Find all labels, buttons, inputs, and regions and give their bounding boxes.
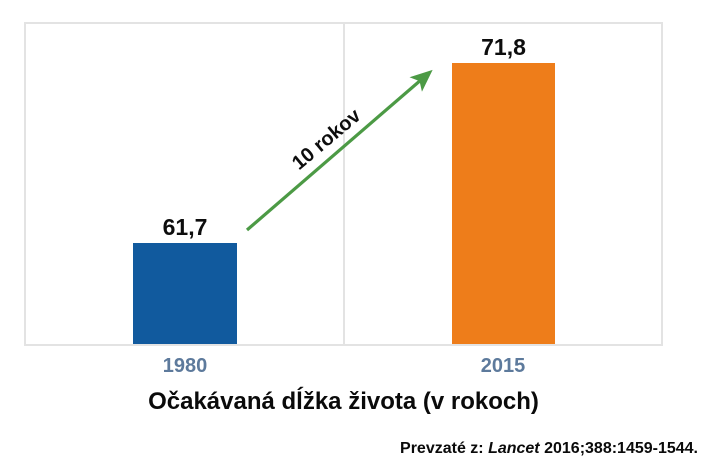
source-prefix: Prevzaté z:: [400, 440, 484, 457]
bar-group-1980: 61,7: [133, 214, 237, 344]
bar-value-label-2015: 71,8: [481, 34, 526, 60]
source-reference: 2016;388:1459-1544.: [544, 440, 698, 457]
x-axis-label-2015: 2015: [480, 355, 526, 377]
chart-title: Očakávaná dĺžka života (v rokoch): [148, 388, 539, 415]
source-citation: Prevzaté z: Lancet 2016;388:1459-1544.: [400, 440, 698, 458]
x-axis-label-1980: 1980: [162, 355, 208, 377]
plot-inner: 61,7 71,8 10 rokov: [26, 24, 661, 344]
bar-2015: [452, 63, 555, 344]
chart-plot-area: 61,7 71,8 10 rokov: [24, 22, 663, 346]
bar-1980: [133, 243, 237, 344]
arrow-label: 10 rokov: [288, 104, 366, 175]
source-journal: Lancet: [488, 440, 540, 457]
bar-value-label-1980: 61,7: [162, 214, 208, 240]
vertical-gridline: [342, 24, 345, 344]
bar-group-2015: 71,8: [452, 34, 555, 344]
